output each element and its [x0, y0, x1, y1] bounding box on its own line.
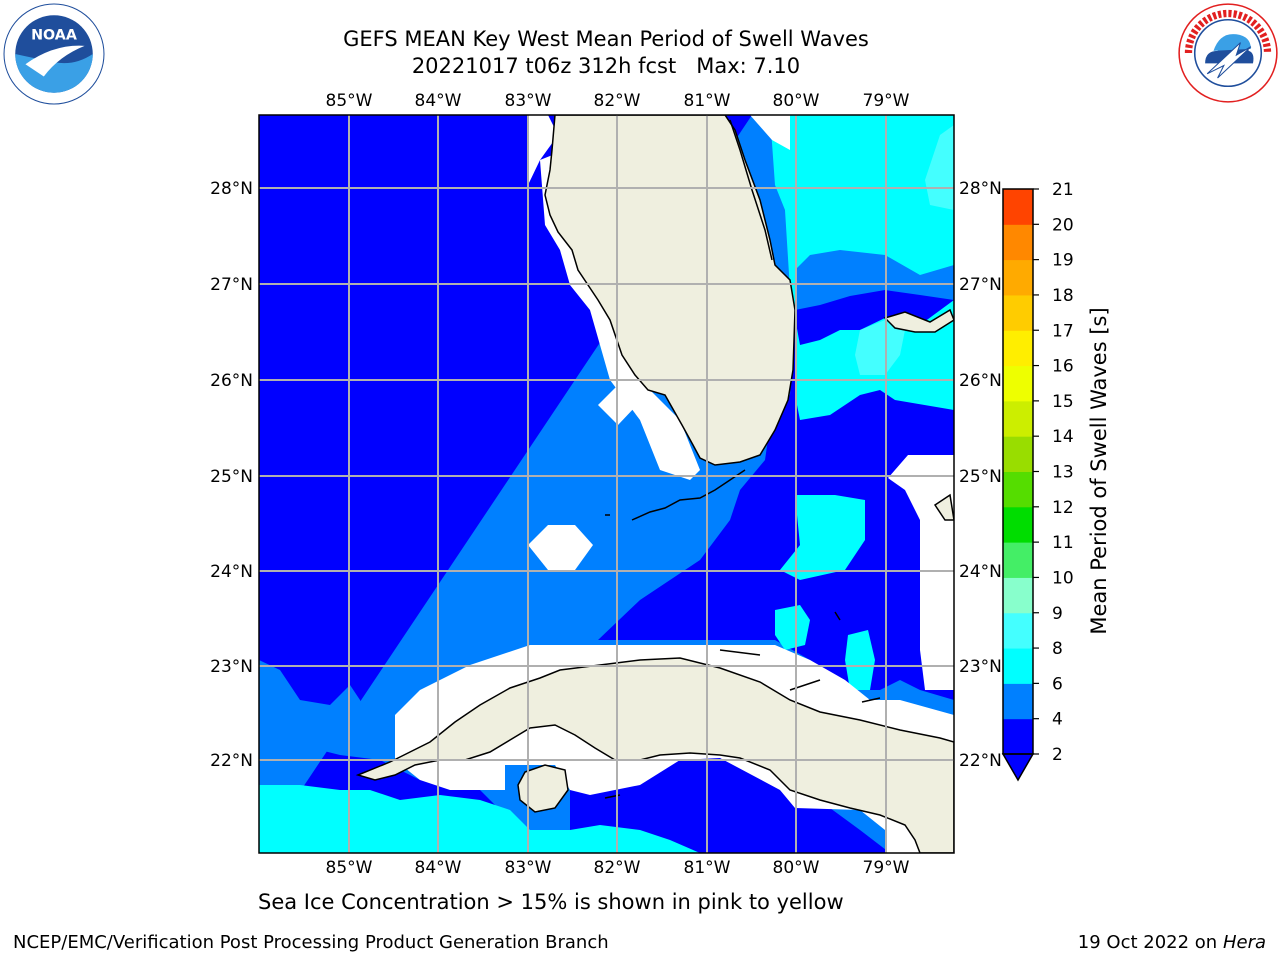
map-gridlines: [259, 115, 954, 853]
noaa-logo-text: NOAA: [31, 28, 77, 44]
colorbar-swatch: [1003, 294, 1033, 331]
longitude-label: 84°W: [415, 858, 462, 878]
colorbar-tick-label: 13: [1052, 463, 1074, 483]
longitude-label: 79°W: [863, 858, 910, 878]
colorbar-swatches: [1001, 188, 1035, 782]
colorbar-swatch: [1003, 436, 1033, 472]
longitude-label: 82°W: [594, 91, 641, 111]
colorbar-under-extension: [1001, 753, 1035, 782]
colorbar-swatch: [1003, 224, 1033, 261]
colorbar-swatch: [1003, 400, 1033, 437]
colorbar-swatch: [1003, 365, 1033, 402]
longitude-labels-bottom: 85°W 84°W 83°W 82°W 81°W 80°W 79°W: [326, 858, 910, 878]
map-plot-area: [259, 115, 954, 853]
ocean-period-7-8-region: [855, 320, 905, 375]
colorbar-swatch: [1003, 189, 1033, 225]
latitude-label: 26°N: [959, 371, 1002, 391]
colorbar-tick-label: 14: [1052, 427, 1074, 447]
colorbar-tick-label: 15: [1052, 392, 1074, 412]
colorbar-swatch: [1003, 542, 1033, 578]
coastline: [357, 115, 954, 853]
ocean-period-6-7-region: [780, 495, 865, 580]
florida-keys: [605, 469, 746, 521]
no-data-region: [750, 115, 790, 150]
colorbar-swatch: [1003, 330, 1033, 367]
latitude-labels-right: 28°N 27°N 26°N 25°N 24°N 23°N 22°N: [959, 179, 1002, 771]
longitude-label: 81°W: [684, 858, 731, 878]
sea-ice-footnote: Sea Ice Concentration > 15% is shown in …: [258, 890, 844, 914]
colorbar-swatch: [1003, 259, 1033, 296]
longitude-label: 80°W: [773, 858, 820, 878]
footer-credit: NCEP/EMC/Verification Post Processing Pr…: [13, 932, 609, 953]
colorbar-tick-label: 17: [1052, 321, 1074, 341]
longitude-labels-top: 85°W 84°W 83°W 82°W 81°W 80°W 79°W: [326, 91, 910, 111]
colorbar-swatch: [1003, 577, 1033, 614]
colorbar-tick-label: 21: [1052, 180, 1074, 200]
chart-title-line-1: GEFS MEAN Key West Mean Period of Swell …: [343, 27, 869, 51]
longitude-label: 79°W: [863, 91, 910, 111]
colorbar-tick-label: 2: [1052, 745, 1063, 765]
latitude-label: 24°N: [959, 562, 1002, 582]
colorbar-swatch: [1003, 612, 1033, 649]
colorbar-swatch: [1003, 506, 1033, 543]
colorbar-tick-label: 18: [1052, 286, 1074, 306]
ocean-period-6-7-region: [775, 605, 810, 650]
longitude-label: 84°W: [415, 91, 462, 111]
longitude-label: 81°W: [684, 91, 731, 111]
latitude-label: 25°N: [959, 467, 1002, 487]
latitude-label: 24°N: [210, 562, 253, 582]
footer-date: 19 Oct 2022 on Hera: [1078, 932, 1266, 953]
ocean-period-6-7-region: [845, 630, 875, 690]
colorbar-tick-label: 16: [1052, 357, 1074, 377]
longitude-label: 83°W: [505, 858, 552, 878]
latitude-label: 27°N: [210, 275, 253, 295]
latitude-label: 27°N: [959, 275, 1002, 295]
ocean-period-6-7-region: [770, 115, 954, 420]
map-frame: [258, 114, 955, 854]
colorbar-tick-label: 12: [1052, 498, 1074, 518]
footer-host: Hera: [1222, 932, 1266, 953]
colorbar-tick-label: 8: [1052, 639, 1063, 659]
no-data-region: [888, 455, 954, 690]
latitude-labels-left: 28°N 27°N 26°N 25°N 24°N 23°N 22°N: [210, 179, 253, 771]
ocean-period-6-7-region: [259, 785, 700, 853]
latitude-label: 25°N: [210, 467, 253, 487]
nws-logo-icon: [1178, 3, 1278, 103]
colorbar-tick-label: 11: [1052, 533, 1074, 553]
colorbar-tick-label: 9: [1052, 604, 1063, 624]
longitude-label: 85°W: [326, 858, 373, 878]
colorbar-swatch: [1003, 683, 1033, 720]
no-data-region: [528, 115, 558, 185]
longitude-label: 85°W: [326, 91, 373, 111]
footer-date-text: 19 Oct 2022 on: [1077, 932, 1223, 953]
colorbar-title: Mean Period of Swell Waves [s]: [1087, 307, 1111, 634]
latitude-label: 26°N: [210, 371, 253, 391]
colorbar-tick-label: 20: [1052, 215, 1074, 235]
longitude-label: 80°W: [773, 91, 820, 111]
latitude-label: 28°N: [959, 179, 1002, 199]
colorbar-tick-label: 19: [1052, 251, 1074, 271]
latitude-label: 28°N: [210, 179, 253, 199]
colorbar-swatch: [1003, 471, 1033, 508]
colorbar-tick-label: 10: [1052, 568, 1074, 588]
no-data-region: [528, 525, 593, 570]
longitude-label: 82°W: [594, 858, 641, 878]
colorbar-tick-label: 6: [1052, 674, 1063, 694]
latitude-label: 22°N: [210, 751, 253, 771]
colorbar-tick-label: 4: [1052, 710, 1063, 730]
colorbar-tick-labels: 2 4 6 8 9 10 11 12 13 14 15 16 17 18 19 20 21: [1033, 180, 1074, 765]
longitude-label: 83°W: [505, 91, 552, 111]
latitude-label: 23°N: [210, 657, 253, 677]
chart-title-line-2: 20221017 t06z 312h fcst Max: 7.10: [411, 54, 801, 78]
colorbar-swatch: [1003, 648, 1033, 684]
noaa-logo-icon: NOAA: [3, 3, 105, 105]
colorbar-swatch: [1003, 718, 1033, 755]
latitude-label: 23°N: [959, 657, 1002, 677]
latitude-label: 22°N: [959, 751, 1002, 771]
